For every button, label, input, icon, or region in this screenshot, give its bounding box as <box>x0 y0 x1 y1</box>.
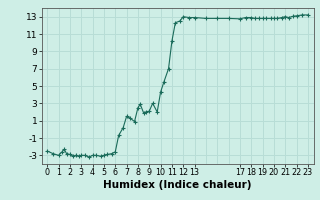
X-axis label: Humidex (Indice chaleur): Humidex (Indice chaleur) <box>103 180 252 190</box>
